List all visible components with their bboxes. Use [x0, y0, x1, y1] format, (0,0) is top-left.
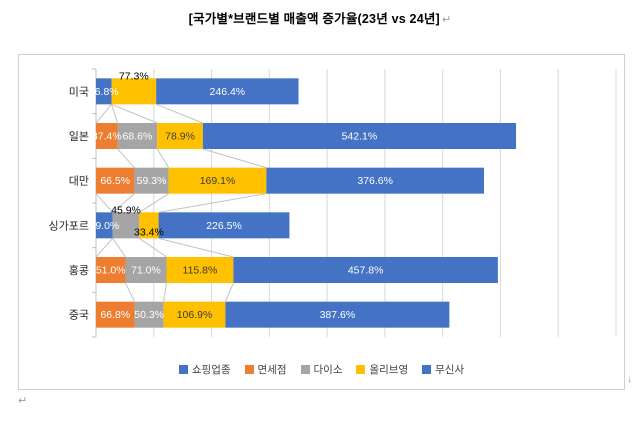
series-line-다이소 — [138, 237, 167, 258]
category-label: 홍콩 — [69, 263, 89, 277]
series-line-면세점 — [112, 193, 135, 213]
paragraph-return-icon: ↵ — [18, 395, 28, 407]
data-label: 246.4% — [210, 86, 246, 98]
legend-item-올리브영: 올리브영 — [356, 362, 408, 377]
legend-swatch-icon — [356, 365, 366, 374]
series-line-다이소 — [111, 103, 158, 124]
down-arrow-icon: ↓ — [627, 374, 632, 385]
data-label: 68.6% — [123, 131, 153, 143]
legend-item-다이소: 다이소 — [300, 362, 343, 377]
bar-segment-무신사 — [156, 78, 299, 105]
bar-segment-다이소 — [117, 123, 158, 149]
series-line-면세점 — [111, 104, 119, 124]
bar-segment-올리브영 — [157, 123, 203, 149]
data-label: 50.3% — [134, 309, 164, 321]
category-label: 미국 — [69, 85, 89, 98]
paragraph-return-icon: ↵ — [441, 14, 452, 26]
data-label: 26.8% — [89, 86, 119, 98]
data-label: 77.3% — [119, 70, 149, 82]
series-line-올리브영 — [155, 103, 204, 124]
data-label: 29.0% — [89, 220, 119, 232]
bar-segment-다이소 — [112, 212, 140, 239]
data-label: 226.5% — [206, 220, 242, 232]
data-label: 37.4% — [92, 131, 122, 143]
data-label: 457.8% — [348, 265, 384, 277]
legend-swatch-icon — [178, 365, 188, 374]
bar-segment-다이소 — [134, 301, 164, 328]
data-label: 106.9% — [177, 309, 213, 321]
data-label: 66.5% — [100, 175, 130, 187]
series-line-다이소 — [156, 148, 170, 168]
data-label: 59.3% — [137, 175, 167, 187]
bar-segment-다이소 — [125, 257, 167, 283]
data-label: 78.9% — [165, 131, 195, 143]
series-line-올리브영 — [158, 237, 234, 258]
bar-segment-쇼핑업종 — [96, 78, 112, 105]
data-label: 33.4% — [134, 226, 164, 238]
series-line-쇼핑업종 — [95, 104, 112, 124]
category-label: 일본 — [69, 129, 89, 143]
legend-label: 무신사 — [435, 364, 465, 376]
series-line-다이소 — [163, 282, 167, 302]
bar-segment-무신사 — [225, 301, 450, 328]
bar-segment-올리브영 — [168, 167, 267, 194]
bar-segment-면세점 — [96, 167, 135, 194]
bar-segment-올리브영 — [166, 257, 234, 283]
data-label: 51.0% — [96, 265, 126, 277]
page-title: [국가별*브랜드별 매출액 증가율(23년 vs 24년] — [188, 12, 440, 26]
bar-segment-무신사 — [266, 167, 484, 194]
series-line-올리브영 — [158, 193, 267, 213]
bar-segment-올리브영 — [139, 212, 159, 239]
category-label: 싱가포르 — [49, 219, 89, 232]
bar-segment-무신사 — [158, 212, 290, 239]
legend-label: 쇼핑업종 — [191, 364, 231, 376]
legend-swatch-icon — [422, 365, 432, 374]
series-line-쇼핑업종 — [95, 193, 114, 213]
legend-swatch-icon — [300, 365, 310, 374]
bar-segment-무신사 — [233, 257, 498, 283]
data-label: 376.6% — [357, 175, 393, 187]
chart-document-title: [국가별*브랜드별 매출액 증가율(23년 vs 24년] ↵ — [0, 8, 640, 27]
data-label: 66.8% — [100, 309, 130, 321]
series-line-올리브영 — [202, 148, 267, 169]
category-label: 중국 — [69, 310, 89, 322]
bar-segment-면세점 — [96, 257, 126, 283]
data-label: 387.6% — [320, 309, 356, 321]
chart-legend: 쇼핑업종 면세점 다이소 올리브영 무신사 — [19, 362, 624, 377]
series-line-쇼핑업종 — [95, 237, 114, 258]
data-label: 71.0% — [131, 265, 161, 277]
data-label: 542.1% — [342, 131, 378, 143]
legend-swatch-icon — [244, 365, 254, 374]
data-label: 169.1% — [200, 175, 236, 187]
legend-label: 다이소 — [313, 364, 343, 376]
category-label: 대만 — [69, 175, 89, 188]
series-line-다이소 — [139, 193, 169, 213]
series-line-면세점 — [112, 238, 126, 258]
bar-segment-면세점 — [96, 123, 118, 149]
series-line-면세점 — [117, 148, 135, 169]
bar-segment-면세점 — [96, 301, 135, 328]
series-line-올리브영 — [224, 282, 234, 302]
legend-item-무신사: 무신사 — [422, 362, 464, 377]
legend-label: 올리브영 — [369, 364, 409, 376]
bar-segment-다이소 — [134, 167, 169, 194]
bar-segment-올리브영 — [163, 301, 226, 328]
bar-segment-올리브영 — [111, 78, 157, 105]
bar-segment-쇼핑업종 — [96, 212, 113, 239]
legend-item-쇼핑업종: 쇼핑업종 — [178, 362, 231, 377]
legend-item-면세점: 면세점 — [244, 362, 287, 377]
legend-label: 면세점 — [257, 364, 287, 376]
data-label: 115.8% — [183, 265, 218, 277]
data-label: 45.9% — [111, 204, 141, 216]
series-line-면세점 — [125, 282, 136, 302]
bar-segment-무신사 — [202, 123, 517, 149]
